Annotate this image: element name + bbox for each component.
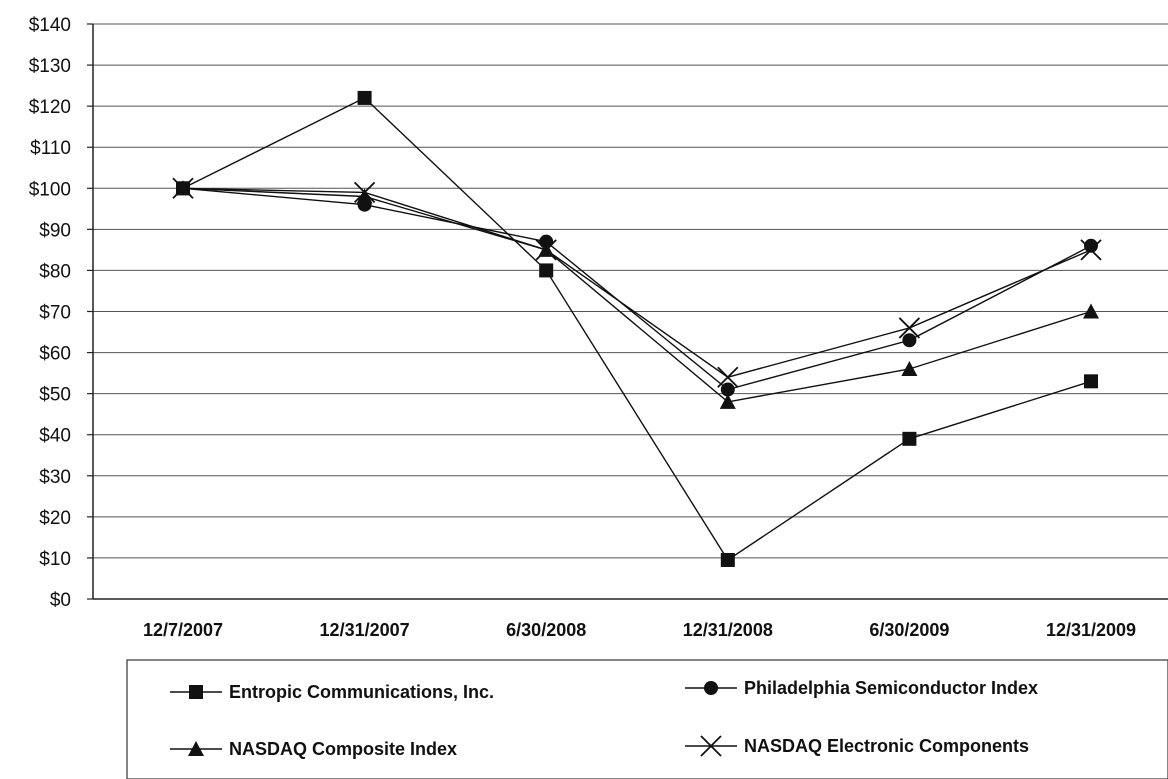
data-point-circle — [1084, 238, 1098, 253]
data-point-square — [902, 431, 917, 446]
y-tick-label: $20 — [39, 508, 71, 529]
y-tick-label: $40 — [39, 426, 71, 447]
series-line-triangle — [182, 187, 1092, 403]
legend-entry-circle: Philadelphia Semiconductor Index — [685, 678, 1038, 698]
legend: Entropic Communications, Inc. Philadelphi… — [126, 659, 1168, 779]
y-tick-label: $100 — [29, 179, 71, 200]
gridlines — [93, 23, 1168, 559]
data-point-square — [357, 90, 372, 105]
x-tick-label: 6/30/2008 — [506, 620, 586, 640]
x-tick-label: 12/31/2007 — [320, 620, 410, 640]
x-tick-label: 6/30/2009 — [869, 620, 949, 640]
legend-entry-x: NASDAQ Electronic Components — [685, 735, 1029, 757]
y-tick-label: $50 — [39, 385, 71, 406]
y-tick-label: $70 — [39, 303, 71, 324]
y-tick-label: $90 — [39, 220, 71, 241]
legend-box — [126, 659, 1168, 779]
axes — [87, 23, 1168, 600]
data-point-triangle — [719, 393, 736, 409]
series-square — [176, 90, 1098, 567]
data-point-square — [539, 263, 554, 278]
series-line-x — [182, 187, 1092, 378]
y-tick-labels: $0 $10 $20 $30 $40 $50 $60 $70 $80 $90 $100 $110 $12… — [29, 15, 71, 611]
y-tick-label: $30 — [39, 467, 71, 488]
data-point-square — [720, 552, 735, 567]
y-tick-label: $0 — [50, 590, 71, 611]
y-tick-label: $60 — [39, 344, 71, 365]
x-tick-label: 12/31/2009 — [1046, 620, 1136, 640]
series-line-circle — [182, 187, 1092, 391]
series-line-square — [182, 97, 1092, 561]
y-tick-label: $110 — [30, 138, 71, 159]
legend-entry-triangle: NASDAQ Composite Index — [170, 739, 457, 759]
y-tick-label: $120 — [29, 97, 71, 118]
legend-label: NASDAQ Composite Index — [229, 739, 457, 759]
data-point-triangle — [901, 361, 918, 376]
data-point-x — [717, 366, 739, 388]
data-point-circle — [720, 382, 735, 397]
data-point-square — [1084, 374, 1098, 389]
data-point-triangle — [356, 188, 373, 204]
data-point-x — [535, 239, 557, 261]
y-tick-label: $130 — [29, 56, 71, 77]
legend-label: Entropic Communications, Inc. — [229, 682, 494, 702]
y-tick-label: $10 — [39, 549, 71, 570]
x-tick-labels: 12/7/2007 12/31/2007 6/30/2008 12/31/2008 6/… — [143, 620, 1136, 640]
data-point-x — [898, 317, 921, 339]
data-point-x — [1080, 239, 1102, 261]
y-tick-label: $80 — [39, 261, 71, 282]
y-tick-label: $140 — [29, 15, 71, 36]
data-point-x — [172, 177, 194, 199]
series-triangle — [175, 180, 1099, 409]
data-series — [172, 90, 1102, 567]
x-tick-label: 12/31/2008 — [683, 620, 773, 640]
legend-entry-square: Entropic Communications, Inc. — [170, 682, 494, 702]
series-x — [172, 177, 1102, 388]
data-point-triangle — [1083, 303, 1099, 319]
legend-marker-triangle — [188, 741, 204, 756]
legend-label: Philadelphia Semiconductor Index — [744, 678, 1038, 698]
legend-marker-x — [700, 735, 722, 757]
legend-label: NASDAQ Electronic Components — [744, 736, 1029, 756]
legend-marker-square — [189, 685, 203, 699]
data-point-x — [353, 181, 376, 204]
series-circle — [176, 181, 1098, 397]
x-tick-label: 12/7/2007 — [143, 620, 223, 640]
data-point-circle — [902, 333, 917, 348]
legend-marker-circle — [704, 681, 718, 695]
